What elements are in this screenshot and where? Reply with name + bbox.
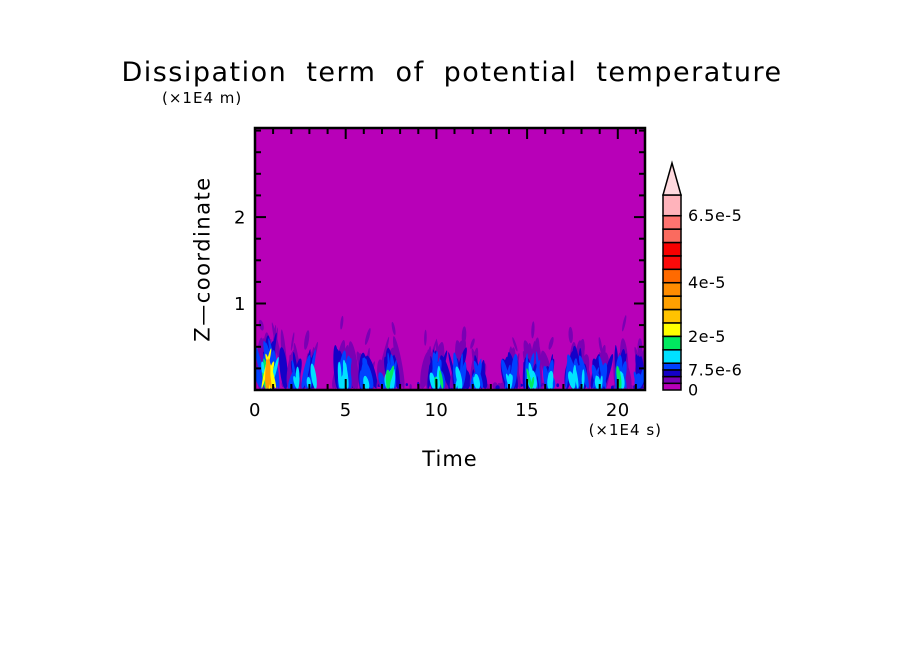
dissipation-burst: [500, 337, 521, 389]
colorbar-band: [662, 214, 682, 230]
dissipation-burst: [255, 319, 288, 389]
colorbar-band: [662, 382, 682, 391]
dissipation-burst: [376, 321, 405, 390]
colorbar-tick-label: 0: [688, 381, 699, 400]
chart-title: Dissipation term of potential temperatur…: [121, 57, 783, 88]
plot-border: [253, 126, 647, 392]
x-tick-label: 5: [340, 400, 352, 421]
colorbar-band: [662, 369, 682, 378]
dissipation-burst: [332, 315, 359, 389]
colorbar-band: [662, 194, 682, 217]
dissipation-burst: [301, 330, 319, 389]
colorbar-band: [662, 281, 682, 297]
colorbar-band: [662, 268, 682, 284]
dissipation-burst: [448, 326, 471, 389]
dissipation-burst: [356, 328, 378, 389]
colorbar-band: [662, 362, 682, 371]
colorbar-band: [662, 241, 682, 257]
colorbar-tick-label: 6.5e-5: [688, 206, 742, 225]
colorbar-band: [662, 375, 682, 385]
dissipation-burst: [590, 337, 614, 389]
x-tick-label: 0: [249, 400, 261, 421]
colorbar-tick-label: 7.5e-6: [688, 360, 742, 379]
dissipation-burst: [286, 332, 302, 389]
dissipation-burst: [613, 315, 632, 389]
x-tick-label: 15: [515, 400, 539, 421]
dissipation-burst: [420, 329, 452, 389]
x-axis-units-label: (×1E4 s): [588, 421, 662, 439]
colorbar-band: [662, 322, 682, 338]
colorbar-band: [662, 228, 682, 244]
colorbar-tick-label: 2e-5: [688, 327, 726, 346]
y-axis-units-label: (×1E4 m): [162, 89, 243, 107]
dissipation-burst: [564, 326, 591, 389]
colorbar-tick-label: 4e-5: [688, 273, 726, 292]
colorbar-overflow-arrow: [662, 160, 682, 196]
x-tick-label: 10: [424, 400, 448, 421]
dissipation-burst: [540, 336, 556, 389]
x-axis-label: Time: [422, 447, 478, 471]
dissipation-burst: [469, 338, 488, 389]
y-tick-label: 2: [234, 208, 246, 229]
colorbar-band: [662, 335, 682, 351]
colorbar-band: [662, 295, 682, 311]
axis-ticks: [255, 128, 645, 390]
colorbar-band: [662, 308, 682, 324]
colorbar-band: [662, 349, 682, 364]
colorbar: 0 7.5e-6 2e-5 4e-5 6.5e-5: [662, 160, 742, 400]
colorbar-band: [662, 255, 682, 271]
x-tick-label: 20: [606, 400, 630, 421]
y-tick-label: 1: [234, 294, 246, 315]
